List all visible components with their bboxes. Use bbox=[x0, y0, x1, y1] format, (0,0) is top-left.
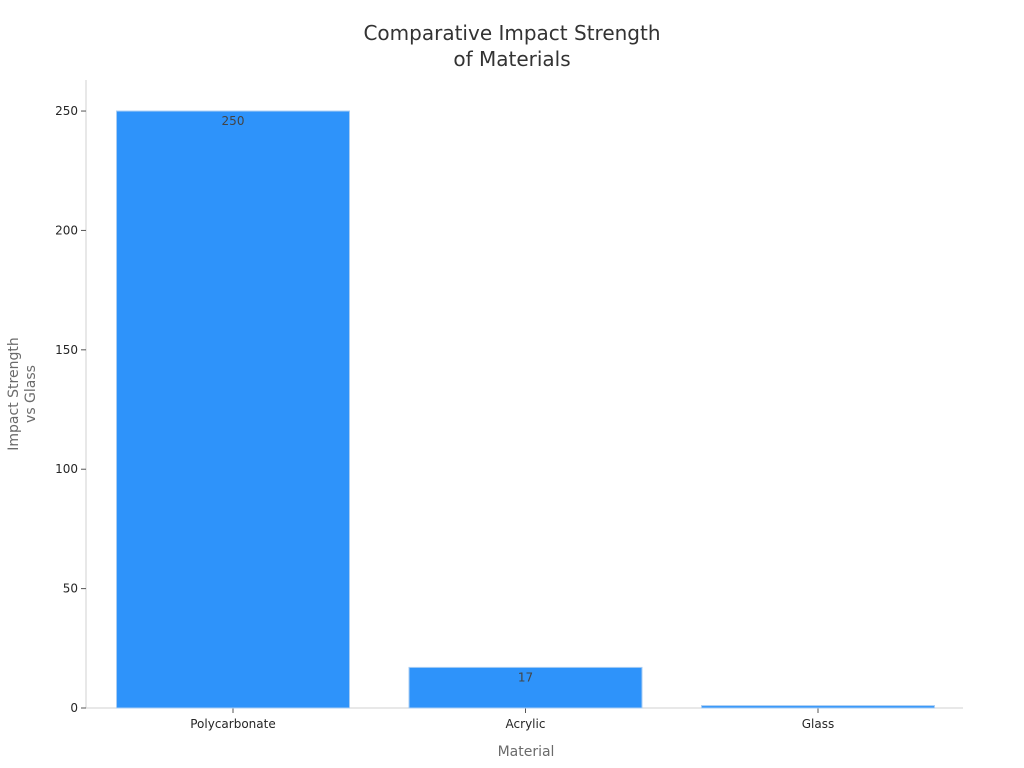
x-tick-label: Polycarbonate bbox=[190, 717, 275, 731]
chart-title-line-2: of Materials bbox=[453, 47, 570, 71]
y-tick-label: 100 bbox=[55, 462, 78, 476]
y-tick-label: 250 bbox=[55, 104, 78, 118]
y-ticks: 0 50 100 150 200 250 bbox=[55, 104, 86, 715]
bars bbox=[116, 110, 935, 709]
x-tick-label: Glass bbox=[802, 717, 835, 731]
y-tick-label: 150 bbox=[55, 343, 78, 357]
chart-title-line-1: Comparative Impact Strength bbox=[363, 21, 660, 45]
bar-acrylic bbox=[408, 666, 643, 709]
x-axis-label: Material bbox=[498, 744, 555, 760]
y-axis-label-line-1: Impact Strength bbox=[6, 337, 22, 450]
bar-polycarbonate bbox=[116, 110, 350, 709]
y-tick-label: 0 bbox=[70, 701, 78, 715]
y-tick-label: 200 bbox=[55, 223, 78, 237]
y-axis: 0 50 100 150 200 250 Impact Strength vs Glass bbox=[6, 80, 87, 715]
data-label: 17 bbox=[518, 670, 533, 684]
y-axis-label-line-2: vs Glass bbox=[23, 365, 39, 423]
y-tick-label: 50 bbox=[63, 582, 78, 596]
data-labels: 250 17 bbox=[222, 114, 534, 684]
x-axis: Polycarbonate Acrylic Glass Material bbox=[86, 707, 963, 760]
x-ticks: Polycarbonate Acrylic Glass bbox=[190, 708, 834, 731]
data-label: 250 bbox=[222, 114, 245, 128]
bar-glass bbox=[701, 705, 935, 709]
x-tick-label: Acrylic bbox=[506, 717, 546, 731]
